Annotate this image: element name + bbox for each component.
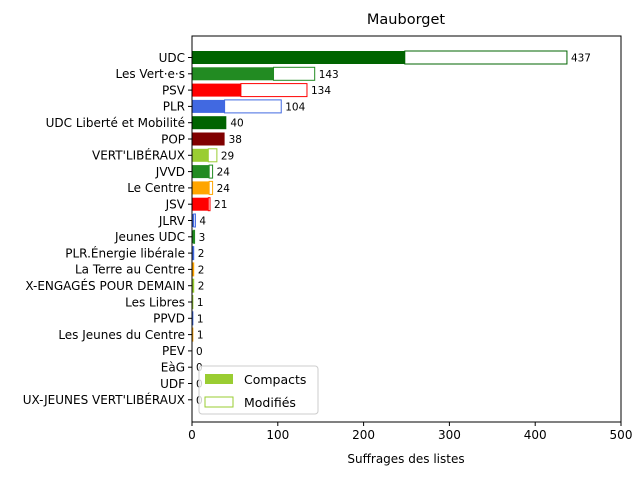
data-labels: 437143134104403829242421432221110000: [196, 53, 591, 407]
data-label: 29: [221, 150, 234, 162]
data-label: 24: [217, 167, 231, 179]
category-label: PSV: [162, 83, 186, 97]
legend-label-compacts: Compacts: [244, 372, 306, 387]
category-label: PLR: [163, 100, 185, 114]
category-label: Les Jeunes du Centre: [58, 328, 185, 342]
bar-modifies: [240, 83, 308, 98]
bar-modifies: [207, 197, 211, 212]
legend-swatch-compacts: [205, 374, 233, 384]
data-label: 3: [199, 232, 206, 244]
category-label: POP: [161, 132, 185, 146]
bar-compacts: [192, 83, 241, 97]
x-axis: 0 100 200 300 400 500: [188, 422, 632, 442]
bar-modifies: [192, 262, 195, 277]
data-label: 21: [214, 199, 227, 211]
category-label: Les Vert·e·s: [116, 67, 186, 81]
category-label: PLR.Énergie libérale: [65, 245, 185, 260]
legend: Compacts Modifiés: [198, 365, 319, 415]
x-axis-title: Suffrages des listes: [347, 452, 464, 466]
data-label: 1: [197, 313, 204, 325]
data-label: 24: [217, 183, 231, 195]
bar-compacts: [192, 116, 227, 130]
bar-compacts: [192, 51, 405, 64]
data-label: 1: [197, 330, 204, 342]
category-label: UDF: [160, 377, 185, 391]
bar-modifies: [192, 278, 195, 293]
category-label: UDC: [159, 51, 185, 65]
bar-compacts: [192, 165, 210, 179]
legend-label-modifies: Modifiés: [244, 395, 296, 410]
data-label: 0: [196, 346, 203, 358]
category-label: X-ENGAGÉS POUR DEMAIN: [25, 278, 185, 293]
legend-swatch-modifies: [204, 396, 234, 408]
bar-compacts: [192, 132, 225, 146]
category-label: PEV: [162, 344, 186, 358]
plot-frame: [191, 35, 622, 423]
bar-compacts: [192, 148, 209, 162]
data-label: 104: [285, 101, 305, 113]
bar-modifies: [404, 50, 568, 65]
data-label: 40: [230, 118, 243, 130]
x-tick-label: 200: [352, 428, 375, 442]
data-label: 2: [198, 264, 205, 276]
x-tick-label: 0: [188, 428, 196, 442]
category-label: JLRV: [158, 214, 186, 228]
bar-modifies: [193, 229, 196, 244]
bar-modifies: [207, 148, 218, 163]
x-tick-label: 500: [610, 428, 633, 442]
category-label: VERT'LIBÉRAUX: [92, 148, 185, 163]
x-tick-label: 100: [266, 428, 289, 442]
bar-modifies: [208, 180, 214, 195]
category-label: UDC Liberté et Mobilité: [46, 116, 185, 130]
category-label: La Terre au Centre: [75, 263, 185, 277]
data-label: 1: [197, 297, 204, 309]
chart-title: Mauborget: [367, 12, 445, 28]
data-label: 2: [198, 281, 205, 293]
bar-modifies: [273, 66, 316, 81]
bar-modifies: [208, 164, 214, 179]
category-label: Jeunes UDC: [114, 230, 185, 244]
data-label: 38: [229, 134, 242, 146]
data-label: 437: [571, 53, 591, 65]
category-labels: UDC Les Vert·e·s PSV PLR UDC Liberté et Mobi…: [23, 51, 192, 407]
data-label: 143: [319, 69, 339, 81]
category-label: JVVD: [155, 165, 185, 179]
bar-compacts: [192, 214, 194, 227]
bar-modifies: [192, 246, 195, 261]
bar-modifies: [224, 99, 282, 114]
bar-modifies: [193, 213, 196, 228]
data-label: 134: [311, 85, 331, 97]
category-label: Les Libres: [125, 295, 185, 309]
x-tick-label: 300: [438, 428, 461, 442]
data-label: 4: [199, 216, 206, 228]
bar-compacts: [192, 197, 209, 211]
category-label: JSV: [165, 198, 186, 212]
category-label: PPVD: [153, 312, 185, 326]
data-label: 2: [198, 248, 205, 260]
bar-compacts: [192, 99, 225, 113]
bar-compacts: [192, 67, 274, 81]
category-label: EàG: [161, 361, 185, 375]
bar-compacts: [192, 230, 194, 244]
bar-compacts: [192, 181, 210, 195]
x-tick-label: 400: [524, 428, 547, 442]
category-label: UX-JEUNES VERT'LIBÉRAUX: [23, 392, 185, 407]
category-label: Le Centre: [127, 181, 185, 195]
bars-group: [191, 50, 568, 342]
